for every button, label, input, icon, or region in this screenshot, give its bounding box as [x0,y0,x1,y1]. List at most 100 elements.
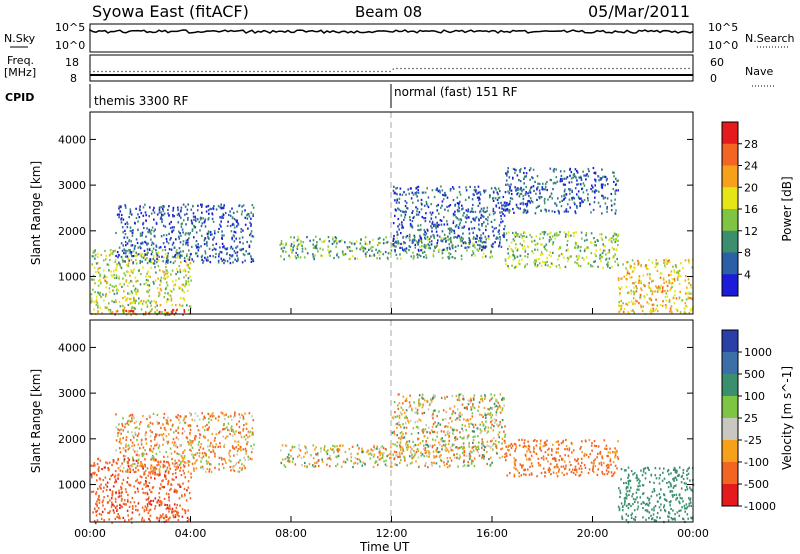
scatter-cell [540,457,543,460]
scatter-cell [172,288,175,291]
scatter-cell [497,401,499,404]
scatter-cell [150,243,153,247]
scatter-cell [127,500,129,503]
scatter-cell [361,247,364,250]
scatter-cell [647,285,650,288]
scatter-cell [122,447,125,450]
scatter-cell [425,440,427,443]
scatter-cell [538,258,540,261]
scatter-cell [167,483,169,486]
scatter-cell [226,247,229,250]
scatter-cell [396,237,398,240]
scatter-cell [134,222,136,225]
scatter-cell [490,426,492,429]
scatter-cell [118,300,121,303]
scatter-cell [207,235,209,238]
scatter-cell [163,464,166,467]
scatter-cell [486,440,489,443]
scatter-cell [500,201,502,204]
scatter-cell [484,210,487,214]
scatter-cell [178,285,180,288]
scatter-cell [501,442,503,445]
scatter-cell [312,444,315,447]
scatter-cell [404,241,406,245]
scatter-cell [179,268,181,271]
scatter-cell [486,444,489,447]
scatter-cell [553,210,556,213]
scatter-cell [578,264,580,267]
scatter-cell [486,219,489,222]
scatter-cell [183,449,186,452]
scatter-cell [454,235,457,239]
scatter-cell [448,439,451,442]
scatter-cell [241,205,243,208]
scatter-cell [129,470,131,473]
scatter-cell [163,234,165,237]
scatter-cell [324,239,326,242]
scatter-cell [467,210,469,213]
scatter-cell [151,431,153,434]
scatter-cell [425,200,428,204]
scatter-cell [95,502,97,505]
scatter-cell [164,503,166,506]
scatter-cell [209,261,212,264]
scatter-cell [492,245,494,249]
scatter-cell [167,298,170,301]
scatter-cell [238,204,240,208]
scatter-cell [452,410,454,413]
scatter-cell [601,238,604,241]
scatter-cell [466,214,468,217]
scatter-cell [509,200,511,203]
scatter-cell [484,395,487,398]
scatter-cell [472,210,474,213]
scatter-cell [423,217,425,220]
scatter-cell [415,450,418,454]
scatter-cell [175,436,178,439]
scatter-cell [671,285,673,289]
scatter-cell [479,210,481,213]
scatter-cell [140,308,143,311]
scatter-cell [437,225,439,228]
scatter-cell [123,503,126,506]
scatter-cell [517,248,519,251]
scatter-cell [529,451,532,454]
scatter-cell [160,433,162,436]
scatter-cell [314,462,316,465]
scatter-cell [162,438,165,441]
scatter-cell [434,421,436,424]
scatter-cell [156,287,159,290]
scatter-cell [615,233,617,236]
scatter-cell [484,394,486,397]
scatter-cell [186,208,189,211]
scatter-cell [617,239,619,242]
scatter-cell [415,213,418,216]
scatter-cell [650,308,652,311]
scatter-cell [228,213,230,217]
scatter-cell [250,260,253,263]
scatter-cell [158,500,161,503]
scatter-cell [117,289,119,292]
scatter-cell [378,448,381,451]
scatter-cell [169,507,171,510]
scatter-cell [165,300,168,303]
scatter-cell [491,414,494,417]
scatter-cell [136,434,139,438]
scatter-cell [583,250,586,253]
scatter-cell [99,278,101,281]
scatter-cell [396,193,398,196]
scatter-cell [354,461,357,464]
scatter-cell [459,218,462,221]
scatter-cell [479,423,481,426]
scatter-cell [479,413,481,416]
scatter-cell [588,468,591,471]
scatter-cell [206,467,209,471]
scatter-cell [462,207,464,210]
scatter-cell [503,205,506,208]
scatter-cell [473,406,476,409]
scatter-cell [579,464,582,467]
scatter-cell [239,433,242,436]
scatter-cell [139,421,142,424]
scatter-cell [571,198,574,201]
scatter-cell [650,310,653,313]
scatter-cell [125,436,128,439]
